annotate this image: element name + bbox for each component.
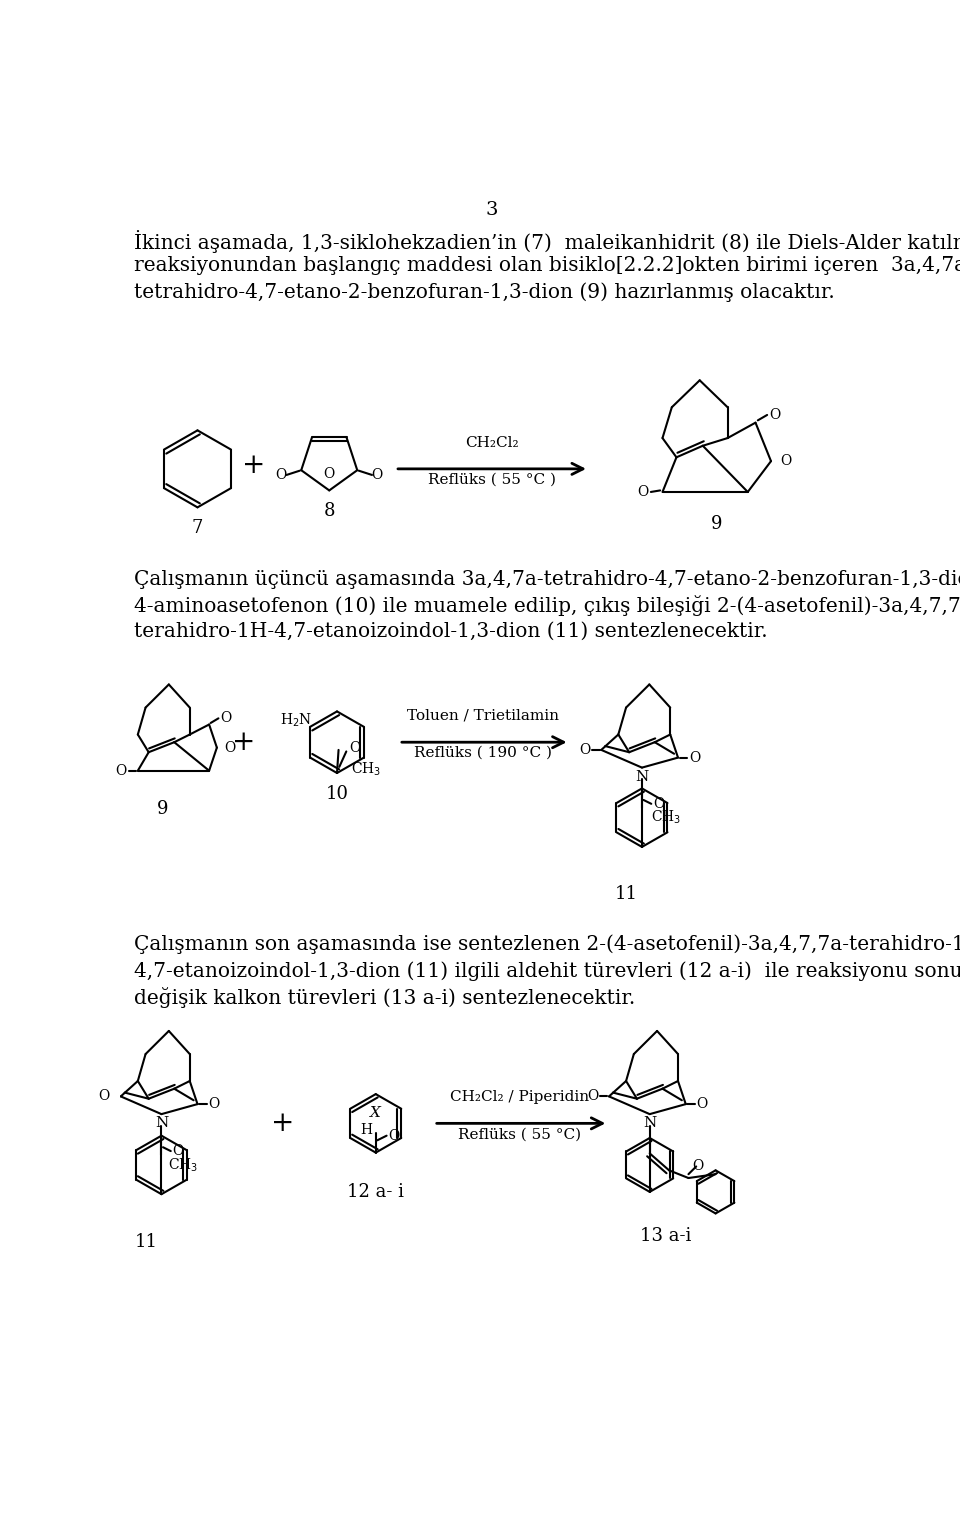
Text: CH₂Cl₂ / Piperidin: CH₂Cl₂ / Piperidin [449,1090,588,1104]
Text: CH₂Cl₂: CH₂Cl₂ [466,435,518,449]
Text: tetrahidro-4,7-etano-2-benzofuran-1,3-dion (9) hazırlanmış olacaktır.: tetrahidro-4,7-etano-2-benzofuran-1,3-di… [134,282,834,302]
Text: +: + [242,452,265,478]
Text: İkinci aşamada, 1,3-siklohekzadien’in (7)  maleikanhidrit (8) ile Diels-Alder ka: İkinci aşamada, 1,3-siklohekzadien’in (7… [134,230,960,253]
Text: Reflüks ( 190 °C ): Reflüks ( 190 °C ) [414,747,552,760]
Text: O: O [770,408,780,422]
Text: O: O [349,742,361,756]
Text: O: O [653,797,664,811]
Text: CH$_3$: CH$_3$ [351,760,381,779]
Text: N: N [643,1116,657,1130]
Text: O: O [697,1098,708,1111]
Text: değişik kalkon türevleri (13 a-i) sentezlenecektir.: değişik kalkon türevleri (13 a-i) sentez… [134,987,636,1009]
Text: O: O [587,1090,598,1104]
Text: +: + [271,1110,295,1137]
Text: O: O [637,484,649,498]
Text: O: O [579,744,590,757]
Text: O: O [780,454,792,468]
Text: 3: 3 [486,201,498,219]
Text: O: O [99,1090,110,1104]
Text: 7: 7 [192,518,204,537]
Text: O: O [116,763,127,777]
Text: 9: 9 [711,515,723,533]
Text: H: H [361,1122,372,1136]
Text: N: N [636,770,649,783]
Text: Toluen / Trietilamin: Toluen / Trietilamin [407,708,559,724]
Text: O: O [220,711,231,725]
Text: Çalışmanın son aşamasında ise sentezlenen 2-(4-asetofenil)-3a,4,7,7a-terahidro-1: Çalışmanın son aşamasında ise sentezlene… [134,935,960,955]
Text: O: O [172,1144,183,1157]
Text: N: N [155,1116,168,1130]
Text: O: O [225,740,236,754]
Text: 4,7-etanoizoindol-1,3-dion (11) ilgili aldehit türevleri (12 a-i)  ile reaksiyon: 4,7-etanoizoindol-1,3-dion (11) ilgili a… [134,961,960,981]
Text: Çalışmanın üçüncü aşamasında 3a,4,7a-tetrahidro-4,7-etano-2-benzofuran-1,3-dion : Çalışmanın üçüncü aşamasında 3a,4,7a-tet… [134,569,960,589]
Text: reaksiyonundan başlangıç maddesi olan bisiklo[2.2.2]okten birimi içeren  3a,4,7a: reaksiyonundan başlangıç maddesi olan bi… [134,256,960,276]
Text: CH$_3$: CH$_3$ [651,809,682,826]
Text: 10: 10 [325,785,348,803]
Text: X: X [371,1105,381,1119]
Text: O: O [208,1098,220,1111]
Text: H$_2$N: H$_2$N [280,711,312,730]
Text: O: O [388,1128,399,1142]
Text: CH$_3$: CH$_3$ [168,1156,198,1174]
Text: 11: 11 [615,886,638,903]
Text: 9: 9 [156,800,168,819]
Text: Reflüks ( 55 °C ): Reflüks ( 55 °C ) [428,472,556,486]
Text: O: O [276,468,287,481]
Text: O: O [372,468,383,481]
Text: 8: 8 [324,501,335,520]
Text: 13 a-i: 13 a-i [639,1226,691,1245]
Text: 4-aminoasetofenon (10) ile muamele edilip, çıkış bileşiği 2-(4-asetofenil)-3a,4,: 4-aminoasetofenon (10) ile muamele edili… [134,595,960,616]
Text: O: O [324,468,335,481]
Text: O: O [692,1159,704,1173]
Text: Reflüks ( 55 °C): Reflüks ( 55 °C) [458,1127,581,1141]
Text: 12 a- i: 12 a- i [348,1183,404,1202]
Text: O: O [689,751,700,765]
Text: 11: 11 [134,1233,157,1251]
Text: terahidro-1H-4,7-etanoizoindol-1,3-dion (11) sentezlenecektir.: terahidro-1H-4,7-etanoizoindol-1,3-dion … [134,621,768,641]
Text: +: + [232,728,255,756]
